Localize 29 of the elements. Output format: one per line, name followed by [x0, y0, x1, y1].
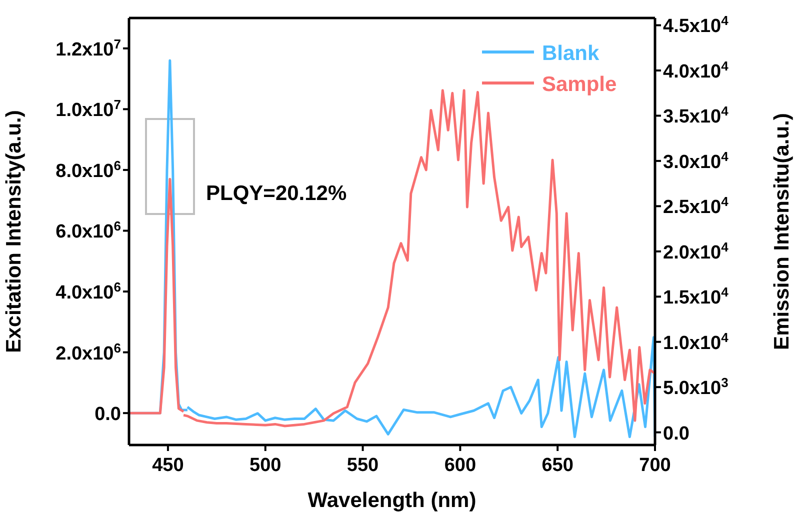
y2-tick-label: 5.0x10$^{3}$	[663, 374, 728, 400]
y-tick-label: 1.2x10$^{7}$	[56, 36, 121, 60]
y2-tick-label: 4.0x10$^{4}$	[663, 58, 730, 82]
y2-tick-label: 2.0x10$^{4}$	[663, 238, 730, 264]
y2-tick-label: 1.5x10$^{4}$	[663, 284, 730, 309]
y2-tick-label: 1.0x10$^{4}$	[663, 329, 730, 354]
y2-tick-label: 4.5x10$^{4}$	[663, 12, 730, 38]
x-axis-title: Wavelength (nm)	[308, 489, 476, 512]
y-tick-label: 4.0x10$^{6}$	[56, 279, 121, 304]
x-tick-label: 500	[250, 455, 282, 476]
y-tick-label: 6.0x10$^{6}$	[56, 218, 121, 243]
x-tick-label: 700	[639, 455, 671, 476]
y2-tick-label: 3.5x10$^{4}$	[663, 103, 730, 128]
legend-label: Blank	[542, 42, 600, 65]
y2-tick-label: 3.0x10$^{4}$	[663, 148, 730, 173]
x-tick-label: 600	[444, 455, 476, 476]
y-axis-title: Excitation Intensity(a.u.)	[2, 110, 26, 353]
y-tick-label: 2.0x10$^{6}$	[56, 340, 121, 364]
y-tick-label: 8.0x10$^{6}$	[56, 157, 121, 182]
y2-tick-label: 2.5x10$^{4}$	[663, 194, 730, 218]
x-tick-label: 650	[542, 455, 574, 476]
y2-tick-label: 0.0	[663, 423, 690, 444]
x-tick-label: 450	[152, 455, 184, 476]
annotation: PLQY=20.12%	[206, 182, 347, 205]
y-tick-label: 1.0x10$^{7}$	[56, 96, 121, 122]
y-tick-label: 0.0	[94, 404, 121, 426]
legend-label: Sample	[542, 73, 617, 96]
x-tick-label: 550	[346, 455, 379, 476]
y2-axis-title: Emission Intensitu(a.u.)	[770, 113, 794, 350]
